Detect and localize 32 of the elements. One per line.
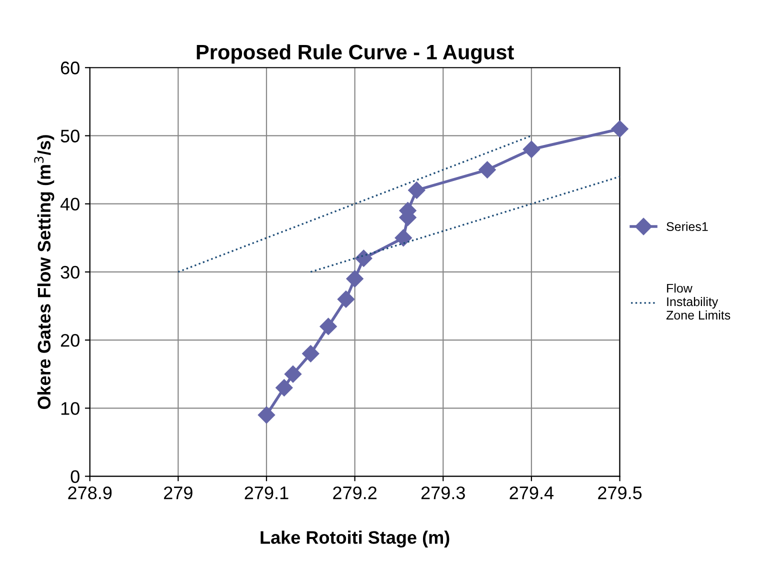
legend-label: Series1: [666, 222, 708, 232]
y-tick-label: 10: [61, 402, 80, 415]
point: [346, 270, 364, 288]
x-tick-label: 279: [164, 486, 192, 500]
point: [284, 366, 302, 383]
y-tick-label: 20: [60, 334, 80, 347]
point: [320, 318, 337, 335]
y-tick-label: 0: [70, 470, 80, 483]
x-tick-label: 279.2: [333, 486, 377, 500]
point: [302, 345, 320, 362]
point: [408, 182, 426, 199]
x-tick-label: 279.3: [421, 486, 465, 500]
chart-title: Proposed Rule Curve - 1 August: [196, 44, 514, 64]
point: [394, 229, 412, 246]
y-axis-title: Okere Gates Flow Setting (m$^{3}$/s): [34, 135, 54, 410]
point: [258, 406, 276, 424]
point: [276, 379, 293, 396]
x-tick-label: 279.4: [510, 486, 554, 500]
x-tick-label: 279.5: [598, 486, 642, 500]
point: [478, 161, 496, 178]
point: [611, 120, 628, 138]
x-tick-label: 279.1: [244, 486, 288, 500]
point: [355, 250, 372, 267]
y-tick-label: 60: [60, 62, 80, 74]
x-axis-title: Lake Rotoiti Stage (m): [260, 530, 450, 548]
legend-label: Flow Instability Zone Limits: [666, 283, 730, 320]
y-tick-label: 40: [60, 198, 80, 211]
point: [337, 290, 355, 308]
point: [522, 140, 540, 158]
y-tick-label: 50: [60, 130, 80, 142]
x-tick-label: 278.9: [68, 486, 112, 500]
y-tick-label: 30: [60, 266, 80, 279]
